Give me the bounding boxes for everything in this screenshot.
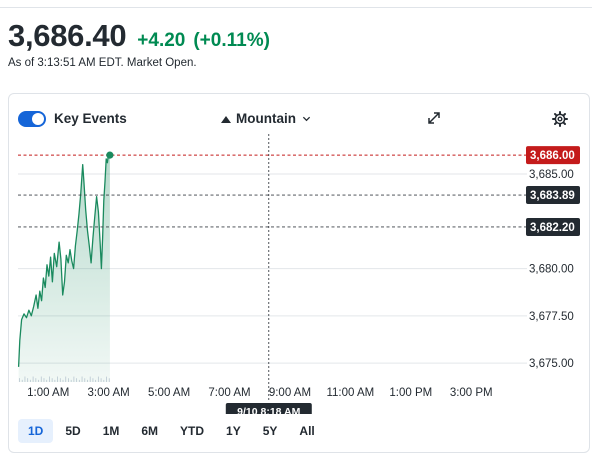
price-tag-label: 3,686.00 [530, 150, 575, 162]
y-tick-label: 3,677.50 [529, 311, 574, 323]
chevron-down-icon [302, 116, 311, 122]
top-divider [0, 7, 592, 8]
crosshair-time-label: 9/10 8:18 AM [237, 406, 300, 414]
x-tick-label: 3:00 AM [88, 387, 130, 399]
x-tick-label: 9:00 AM [269, 387, 311, 399]
range-button-6m[interactable]: 6M [141, 424, 159, 438]
quote-header: 3,686.40 +4.20 (+0.11%) [8, 18, 270, 54]
price-chart[interactable]: 3,685.00 3,680.00 3,677.50 3,675.00 3,686.00… [9, 94, 589, 414]
toggle-knob [32, 113, 44, 125]
range-button-5y[interactable]: 5Y [262, 424, 278, 438]
x-tick-label: 11:00 AM [326, 387, 374, 399]
price-line [17, 152, 111, 367]
crosshair-time-tag [225, 403, 312, 414]
y-tick-label: 3,680.00 [529, 264, 574, 276]
price-tag-reference [526, 186, 580, 205]
last-price-marker [106, 151, 114, 159]
range-button-1d[interactable]: 1D [18, 419, 54, 443]
range-button-1m[interactable]: 1M [102, 424, 120, 438]
price-area [18, 153, 110, 382]
price-change: +4.20 [137, 30, 186, 51]
chart-type-select[interactable]: Mountain [221, 111, 311, 126]
x-tick-label: 1:00 AM [27, 387, 69, 399]
as-of-timestamp: As of 3:13:51 AM EDT. Market Open. [8, 57, 197, 69]
price-tag-reference [526, 217, 580, 236]
chart-card: Key Events Mountain 3,685.00 3,680.00 3,67… [8, 93, 590, 453]
price-tag-label: 3,682.20 [530, 222, 575, 234]
key-events-label[interactable]: Key Events [54, 111, 127, 126]
x-tick-label: 1:00 PM [389, 387, 432, 399]
key-events-toggle[interactable] [18, 111, 46, 127]
x-tick-label: 7:00 AM [208, 387, 250, 399]
chart-type-label: Mountain [236, 111, 296, 126]
price-change-percent: (+0.11%) [193, 30, 270, 51]
price-tag-current [526, 146, 580, 165]
x-tick-label: 3:00 PM [450, 387, 493, 399]
price: 3,686.40 [8, 18, 127, 53]
y-tick-label: 3,685.00 [529, 169, 574, 181]
expand-icon[interactable] [427, 111, 441, 125]
gear-icon[interactable] [552, 111, 568, 127]
range-button-ytd[interactable]: YTD [180, 424, 205, 438]
x-tick-label: 5:00 AM [148, 387, 190, 399]
range-button-5d[interactable]: 5D [65, 424, 81, 438]
range-button-all[interactable]: All [299, 424, 315, 438]
range-button-1y[interactable]: 1Y [226, 424, 241, 438]
y-tick-label: 3,675.00 [529, 358, 574, 370]
mountain-icon [221, 115, 231, 123]
price-tag-label: 3,683.89 [530, 190, 575, 202]
chart-toolbar: Key Events Mountain [9, 94, 589, 144]
range-selector: 1D 5D 1M 6M YTD 1Y 5Y All [18, 419, 327, 443]
